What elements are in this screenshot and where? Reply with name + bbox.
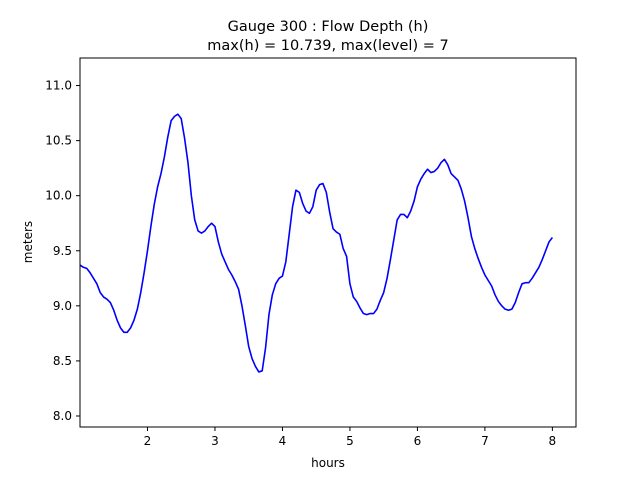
x-tick-label: 5 xyxy=(346,434,354,448)
y-tick-label: 10.5 xyxy=(45,134,72,148)
y-tick-label: 8.0 xyxy=(53,409,72,423)
x-tick-label: 4 xyxy=(279,434,287,448)
x-tick-label: 6 xyxy=(414,434,422,448)
x-tick-label: 7 xyxy=(481,434,489,448)
y-tick-label: 10.0 xyxy=(45,189,72,203)
y-tick-label: 11.0 xyxy=(45,79,72,93)
axes-frame xyxy=(79,57,577,428)
x-tick-label: 8 xyxy=(549,434,557,448)
y-tick-label: 9.0 xyxy=(53,299,72,313)
y-tick-label: 8.5 xyxy=(53,354,72,368)
x-axis-label: hours xyxy=(311,456,345,470)
chart-subtitle: max(h) = 10.739, max(level) = 7 xyxy=(207,38,448,54)
chart-title: Gauge 300 : Flow Depth (h) xyxy=(228,19,429,35)
y-tick-label: 9.5 xyxy=(53,244,72,258)
x-tick-label: 3 xyxy=(211,434,219,448)
plot-area xyxy=(79,57,577,428)
axis-ticks: 2 3 4 5 6 7 8 8.0 8.5 9.0 9.5 10.0 10.5 11.0 xyxy=(45,79,556,448)
x-tick-label: 2 xyxy=(144,434,152,448)
y-axis-label: meters xyxy=(21,221,35,263)
series-line-0 xyxy=(79,113,554,373)
